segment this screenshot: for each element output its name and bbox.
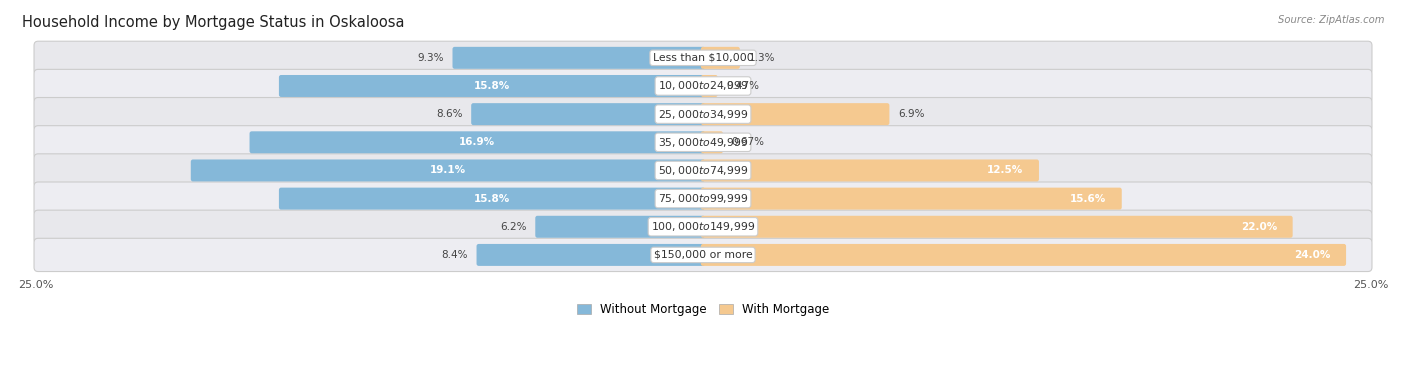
Text: 6.2%: 6.2% [501,222,527,232]
Text: $10,000 to $24,999: $10,000 to $24,999 [658,79,748,93]
FancyBboxPatch shape [700,131,723,153]
FancyBboxPatch shape [700,103,890,125]
FancyBboxPatch shape [34,238,1372,271]
FancyBboxPatch shape [278,75,706,97]
Text: $150,000 or more: $150,000 or more [654,250,752,260]
Text: 19.1%: 19.1% [430,166,465,175]
Text: 12.5%: 12.5% [987,166,1024,175]
Text: 15.6%: 15.6% [1070,194,1107,204]
FancyBboxPatch shape [700,75,717,97]
FancyBboxPatch shape [34,98,1372,131]
Text: 0.47%: 0.47% [727,81,759,91]
FancyBboxPatch shape [700,187,1122,209]
FancyBboxPatch shape [453,47,706,69]
FancyBboxPatch shape [700,47,740,69]
Text: $35,000 to $49,999: $35,000 to $49,999 [658,136,748,149]
Text: 6.9%: 6.9% [898,109,925,119]
FancyBboxPatch shape [278,187,706,209]
Text: 16.9%: 16.9% [460,137,495,147]
Text: 0.67%: 0.67% [731,137,765,147]
FancyBboxPatch shape [477,244,706,266]
FancyBboxPatch shape [34,210,1372,243]
FancyBboxPatch shape [34,70,1372,102]
Text: 9.3%: 9.3% [418,53,444,63]
Text: $50,000 to $74,999: $50,000 to $74,999 [658,164,748,177]
Text: 24.0%: 24.0% [1294,250,1330,260]
FancyBboxPatch shape [191,160,706,181]
Legend: Without Mortgage, With Mortgage: Without Mortgage, With Mortgage [572,298,834,321]
Text: Less than $10,000: Less than $10,000 [652,53,754,63]
Text: 1.3%: 1.3% [748,53,775,63]
Text: $100,000 to $149,999: $100,000 to $149,999 [651,220,755,233]
FancyBboxPatch shape [700,160,1039,181]
Text: Source: ZipAtlas.com: Source: ZipAtlas.com [1278,15,1385,25]
Text: 8.4%: 8.4% [441,250,468,260]
Text: 15.8%: 15.8% [474,194,510,204]
FancyBboxPatch shape [536,216,706,238]
FancyBboxPatch shape [249,131,706,153]
FancyBboxPatch shape [34,41,1372,74]
FancyBboxPatch shape [34,182,1372,215]
Text: 15.8%: 15.8% [474,81,510,91]
Text: 8.6%: 8.6% [436,109,463,119]
FancyBboxPatch shape [700,244,1346,266]
FancyBboxPatch shape [471,103,706,125]
Text: $75,000 to $99,999: $75,000 to $99,999 [658,192,748,205]
FancyBboxPatch shape [34,154,1372,187]
FancyBboxPatch shape [700,216,1292,238]
Text: 22.0%: 22.0% [1241,222,1277,232]
Text: Household Income by Mortgage Status in Oskaloosa: Household Income by Mortgage Status in O… [22,15,405,30]
Text: $25,000 to $34,999: $25,000 to $34,999 [658,108,748,121]
FancyBboxPatch shape [34,125,1372,159]
